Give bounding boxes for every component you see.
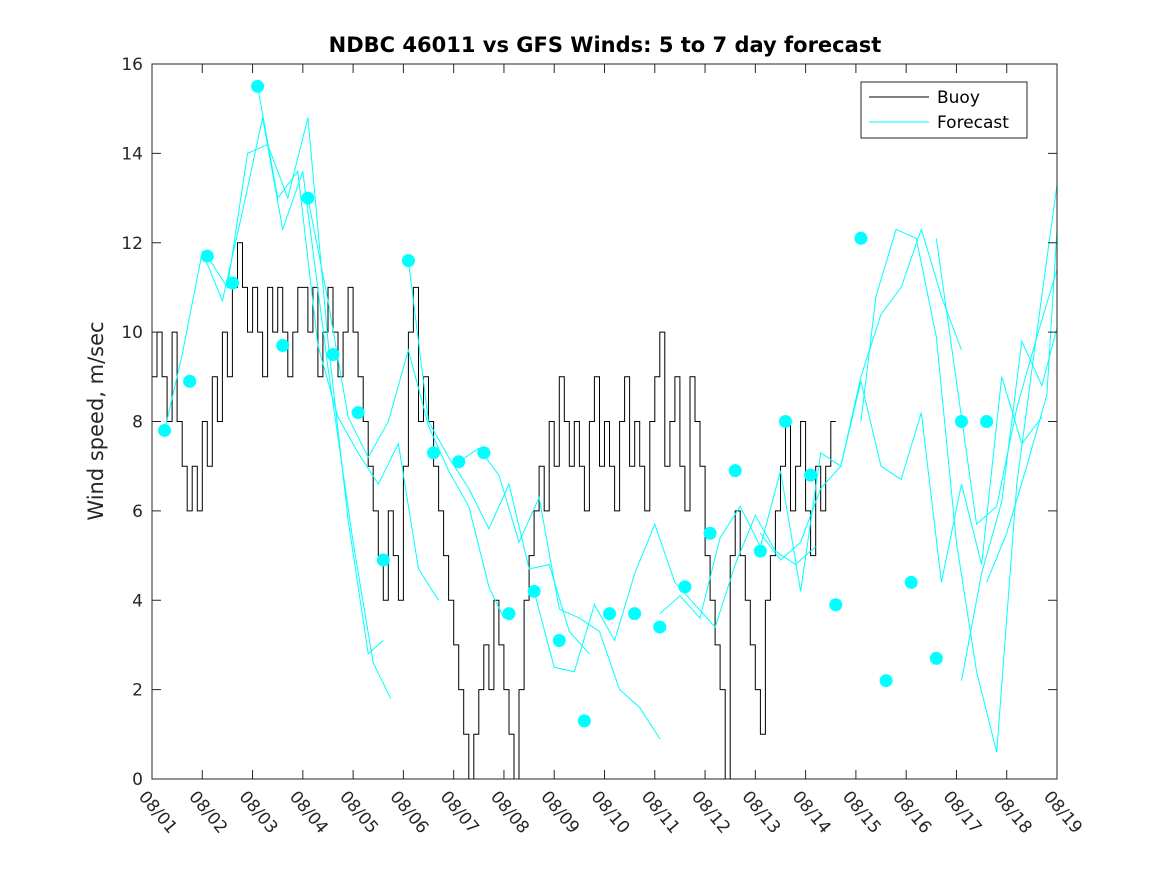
forecast-point [301,191,315,205]
forecast-point [954,415,968,428]
forecast-point [200,249,214,263]
forecast-point [477,446,491,460]
y-tick-label: 14 [121,144,143,164]
y-axis: 0 2 4 6 8 10 12 14 16 [121,55,1057,790]
forecast-line-7 [533,514,817,673]
buoy-series [152,242,836,780]
forecast-point [527,584,541,598]
forecast-point [502,607,516,621]
forecast-point [653,620,667,634]
forecast-point [183,374,197,388]
y-tick-label: 4 [132,591,143,611]
forecast-point [276,339,290,353]
forecast-line-10 [860,184,1058,753]
forecast-line-6 [458,447,661,740]
legend-box [860,81,1028,139]
y-tick-label: 2 [132,681,143,701]
forecast-point [452,455,466,469]
forecast-point [904,575,918,589]
forecast-point [980,415,994,428]
y-tick-label: 0 [132,770,143,790]
y-axis-label: Wind speed, m/sec [84,321,108,520]
forecast-point [929,651,943,665]
legend-label-forecast: Forecast [937,113,1009,133]
plot-area [152,79,1058,780]
forecast-point [351,406,365,420]
forecast-line-3 [257,86,440,601]
forecast-point [703,526,717,540]
legend-label-buoy: Buoy [937,88,980,108]
forecast-line-1 [164,117,392,699]
forecast-lines [164,86,1058,753]
forecast-point [879,674,893,688]
forecast-line-4 [307,198,505,619]
y-tick-label: 16 [121,55,143,75]
forecast-point [854,231,868,245]
forecast-point [678,580,692,594]
forecast-point [251,79,265,93]
forecast-point [225,276,239,290]
forecast-line-12 [961,327,1058,681]
forecast-point [804,468,818,482]
forecast-point [326,347,340,361]
forecast-markers [158,79,994,728]
forecast-line-13 [986,229,1058,583]
forecast-line-8 [659,227,962,620]
y-tick-label: 10 [121,323,143,343]
forecast-point [779,415,792,428]
forecast-point [427,446,441,460]
forecast-point [728,464,742,478]
y-tick-label: 6 [132,502,143,522]
forecast-point [552,633,566,647]
forecast-point [376,553,390,567]
y-tick-label: 12 [121,234,143,254]
forecast-line-11 [935,238,1058,526]
chart-title: NDBC 46011 vs GFS Winds: 5 to 7 day fore… [329,33,882,57]
forecast-point [603,607,617,621]
forecast-line-5 [407,260,590,655]
forecast-point [753,544,767,558]
legend: Buoy Forecast [860,81,1028,139]
forecast-point [401,254,415,268]
y-tick-label: 8 [132,413,143,433]
forecast-point [158,423,172,437]
forecast-point [628,607,642,621]
forecast-line-9 [760,376,1043,583]
forecast-point [829,598,843,612]
forecast-line-2 [206,117,384,655]
buoy-line [152,242,836,780]
forecast-point [577,714,591,728]
